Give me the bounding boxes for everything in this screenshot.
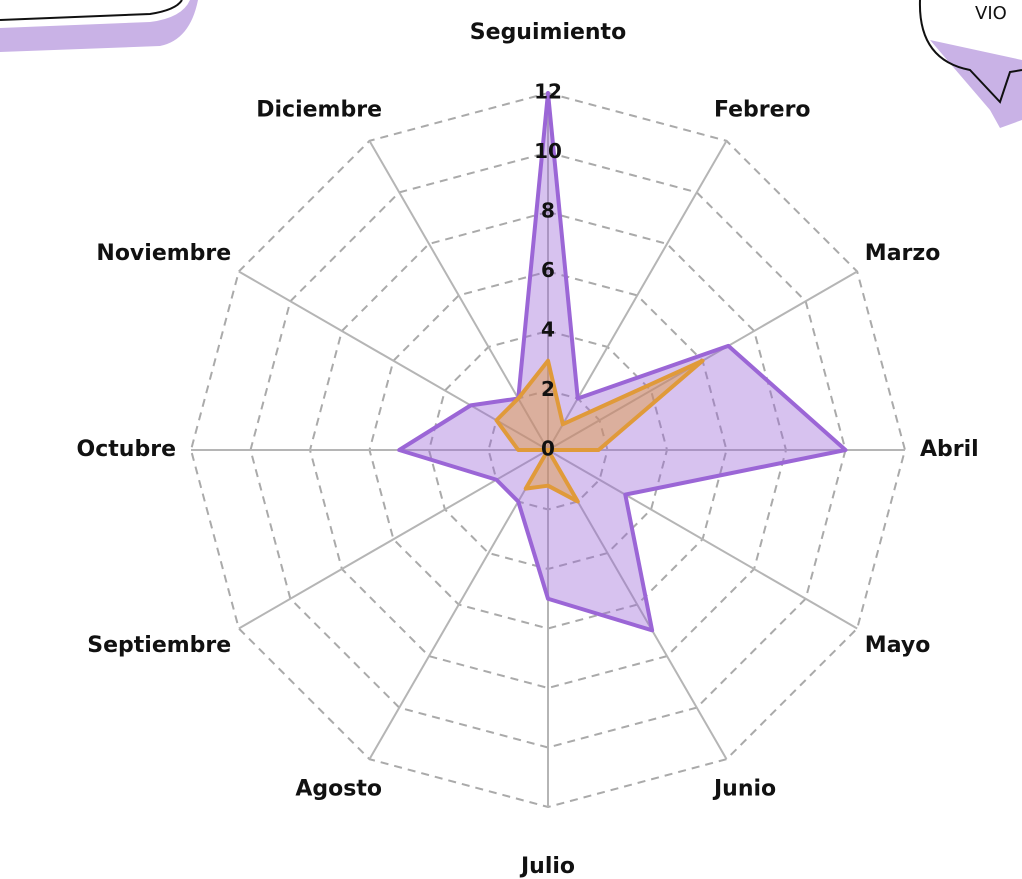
r-tick-label: 8 (541, 199, 555, 223)
r-tick-label: 12 (534, 80, 562, 104)
annotation: VIO (975, 3, 1007, 24)
category-label: Diciembre (256, 98, 382, 123)
category-label: Marzo (865, 241, 941, 266)
r-tick-label: 2 (541, 377, 555, 401)
r-tick-label: 6 (541, 258, 555, 282)
category-label: Noviembre (96, 241, 231, 266)
r-tick-label: 0 (541, 437, 555, 461)
category-label: Mayo (865, 633, 931, 658)
decor-bubble (0, 0, 198, 52)
category-label: Seguimiento (470, 20, 626, 45)
r-tick-label: 4 (541, 318, 555, 342)
series-area (399, 93, 845, 630)
category-label: Octubre (77, 437, 176, 462)
decor-bubble-outline (0, 0, 182, 20)
category-label: Junio (712, 776, 776, 801)
decor-speech (930, 40, 1022, 128)
category-label: Agosto (295, 776, 382, 801)
category-label: Febrero (714, 98, 811, 123)
category-label: Septiembre (87, 633, 231, 658)
r-tick-label: 10 (534, 139, 562, 163)
category-label: Julio (519, 854, 575, 879)
category-label: Abril (920, 437, 979, 462)
chart: VIO 0 2 4 6 8 10 12 Seguimiento Febrero Marzo Abri… (0, 0, 1022, 879)
